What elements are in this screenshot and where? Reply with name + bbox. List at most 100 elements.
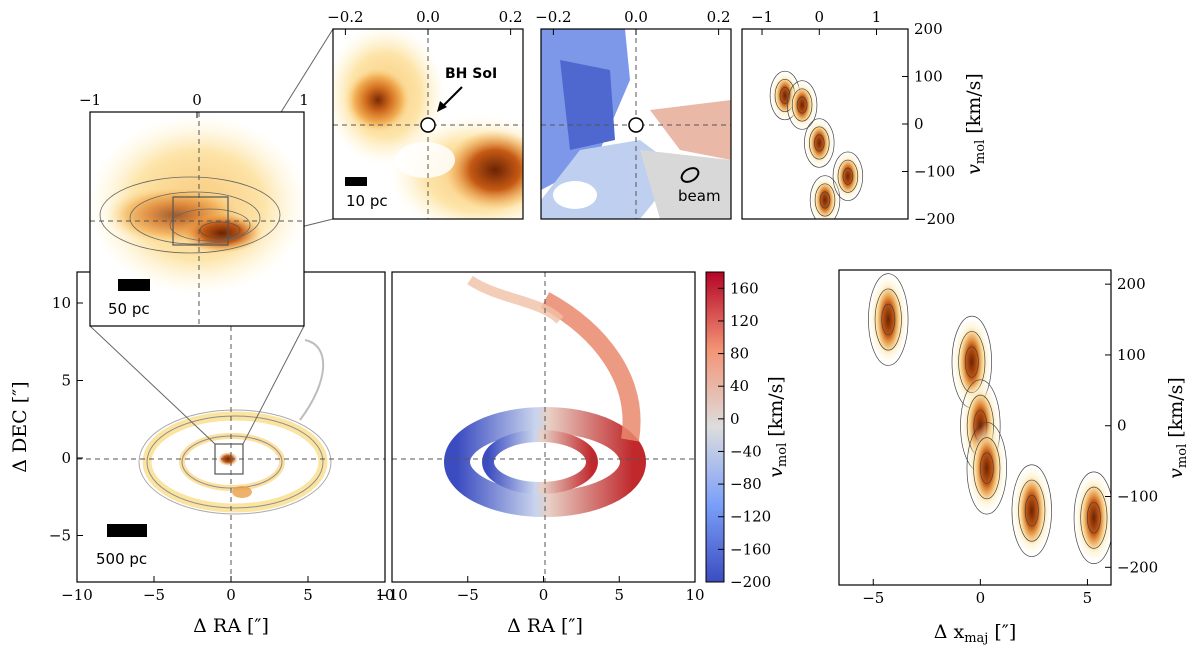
axA-tick-label-4: 10: [375, 586, 394, 604]
spiral-arm-contour: [299, 339, 325, 421]
large-pv-xlabel: Δ xmaj [″]: [934, 621, 1017, 646]
pv-point-5: [1081, 483, 1106, 552]
pv-contour-2-1: [813, 134, 825, 152]
bh-arrow: [441, 86, 463, 108]
axD-tick-label-0: −0.2: [327, 8, 363, 26]
pv-contour-3-2: [814, 183, 836, 217]
velocity-center-gap: [502, 450, 538, 474]
large-velocity-axes: −10 −5 0 5 10: [376, 576, 705, 604]
pv-contour-4-1: [842, 167, 854, 185]
inset-contour-3: [169, 208, 251, 242]
colorbar-label: vmol [km/s]: [765, 376, 790, 478]
axA-tick-label-3: 5: [303, 586, 313, 604]
ring-clump: [232, 486, 252, 498]
axF-tick-label-4: −200: [914, 210, 955, 228]
axCbar-tick-label-6: 40: [730, 377, 749, 395]
axB-tick-label-1: −5: [457, 586, 479, 604]
panel-zoom-flux: BH SoI 10 pc −0.2 0.0 0.2: [327, 8, 524, 220]
scale-bar-500pc: [107, 524, 147, 537]
pv-contour-4-1: [1024, 495, 1039, 527]
large-pv-ylabel: vmol [km/s]: [1165, 377, 1190, 479]
axA-tick-label-3: 10: [52, 294, 71, 312]
axG-tick-label-2: 0: [1117, 417, 1127, 435]
zoom-velocity-bh-circle: [628, 117, 644, 133]
axCbar-tick-label-3: −80: [730, 475, 762, 493]
inset-contour-1: [99, 176, 281, 254]
axD-tick-label-1: 0.0: [416, 8, 440, 26]
axF-tick-label-1: 0: [815, 8, 825, 26]
pv-contour-3-3: [966, 421, 1007, 515]
axA-tick-label-0: −5: [49, 527, 71, 545]
axG-tick-label-1: 0: [976, 589, 986, 607]
zoom-pv-ylabel: vmol [km/s]: [963, 73, 988, 175]
panel-zoom-velocity: beam −0.2 0.0 0.2: [535, 8, 732, 220]
pv-contour-2-3: [804, 118, 835, 168]
pv-point-3: [816, 182, 834, 218]
pv-contour-1-1: [964, 346, 979, 378]
scale-bar-10pc: [345, 177, 367, 186]
bh-arrow-head: [437, 101, 447, 112]
pv-contour-3-1: [979, 452, 994, 484]
zoom-flux-lobe-left: [344, 66, 412, 134]
panel-large-pv: −5 0 5 200 100 0 −100 −200 Δ xmaj [″] vmol [km/…: [838, 269, 1190, 646]
axF-tick-label-0: −1: [751, 8, 773, 26]
bh-soi-circle: [420, 117, 436, 133]
scale-bar-50pc: [118, 279, 150, 291]
axCbar-tick-label-4: −40: [730, 442, 762, 460]
inset-flux-map: [90, 115, 304, 295]
axG-tick-label-3: −100: [1117, 488, 1158, 506]
large-flux-axes: −10 −5 0 5 10 −5 0 5 10: [49, 294, 395, 604]
pv-contour-4-3: [1011, 464, 1052, 557]
inset-contour-4: [199, 221, 241, 239]
large-pv-frame: [838, 269, 1112, 586]
large-flux-xlabel: Δ RA [″]: [193, 615, 269, 637]
axCbar-tick-label-7: 80: [730, 345, 749, 363]
axG-tick-label-0: −5: [862, 589, 884, 607]
pv-contour-5-1: [1086, 502, 1101, 534]
pv-point-4: [838, 158, 857, 195]
zoom-velocity-axes: −0.2 0.0 0.2: [535, 8, 731, 35]
large-pv-axes: −5 0 5 200 100 0 −100 −200: [862, 275, 1158, 607]
large-flux-ylabel: Δ DEC [″]: [9, 381, 31, 472]
axG-tick-label-0: 200: [1117, 275, 1146, 293]
pv-contour-4-2: [837, 159, 859, 193]
scale-label-10pc: 10 pc: [346, 192, 388, 210]
axCbar-tick-label-5: 0: [730, 410, 740, 428]
pv-contour-0-2: [874, 288, 902, 351]
zoom-velocity-hole: [553, 181, 597, 209]
pv-contour-3-3: [809, 175, 841, 219]
scale-label-50pc: 50 pc: [108, 300, 150, 318]
axCbar-tick-label-8: 120: [730, 312, 759, 330]
pv-contour-1-2: [791, 88, 813, 122]
axA-tick-label-2: 0: [226, 586, 236, 604]
zoom-velocity-neutral: [640, 150, 731, 219]
large-velocity-xlabel: Δ RA [″]: [507, 615, 583, 637]
pv-contour-0-3: [868, 273, 909, 366]
scale-label-500pc: 500 pc: [96, 550, 147, 568]
pv-contour-2-2: [809, 126, 830, 160]
axB-tick-label-4: 10: [685, 586, 704, 604]
axD-tick-label-2: 0.2: [499, 8, 523, 26]
axG-tick-label-2: 5: [1083, 589, 1093, 607]
large-flux-map: [138, 339, 332, 515]
axCbar-tick-label-1: −160: [730, 540, 771, 558]
pv-point-4: [1019, 476, 1044, 545]
panel-inset-flux: 50 pc −1 0 1: [79, 91, 309, 327]
bh-soi-label: BH SoI: [445, 66, 497, 82]
inset-peak-emission: [182, 213, 262, 253]
inset-axes: −1 0 1: [79, 91, 309, 118]
axF-tick-label-0: 200: [914, 20, 943, 38]
pv-contour-5-3: [1073, 471, 1111, 564]
zoom-velocity-red: [650, 100, 731, 160]
pv-contour-4-2: [1018, 479, 1046, 542]
connector-left: [89, 325, 216, 445]
zoom-pv-map: [769, 70, 864, 219]
outer-ring-contour-2: [138, 409, 332, 515]
nuclear-peak: [218, 452, 238, 466]
pv-contour-3-1: [819, 191, 831, 209]
pv-point-2: [810, 125, 829, 161]
beam-label: beam: [678, 187, 721, 205]
outer-ring-contour: [146, 415, 324, 509]
zoom-flux-gap: [395, 142, 455, 178]
pv-point-3: [974, 434, 999, 503]
